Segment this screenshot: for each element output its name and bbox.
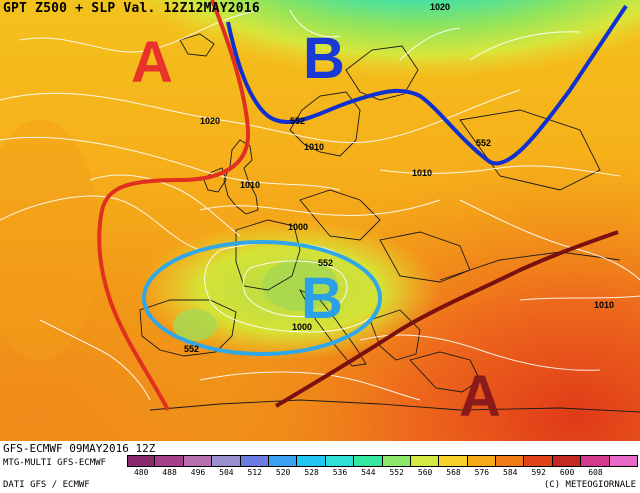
data-credit: DATI GFS / ECMWF	[3, 480, 90, 490]
scale-swatch	[439, 455, 468, 467]
scale-step	[609, 455, 639, 477]
scale-swatch	[127, 455, 156, 467]
scale-label: 536	[332, 468, 348, 477]
scale-swatch	[212, 455, 241, 467]
scale-step: 544	[354, 455, 383, 477]
scale-step: 560	[410, 455, 440, 477]
scale-step: 480	[127, 455, 156, 477]
weather-map: A B B A 1020 1020 1010 1010 1010 1010 10…	[0, 0, 640, 441]
low-label-iberia: B	[301, 266, 343, 331]
scale-label: 512	[247, 468, 262, 477]
footer	[0, 441, 640, 493]
scale-label: 568	[446, 468, 461, 477]
ridge-line-west	[97, 0, 251, 411]
scale-label: 488	[162, 468, 177, 477]
scale-label: 528	[304, 468, 319, 477]
color-scale-legend: 480 488 496 504 512 520 528 536 544 552 560 568 576 5…	[127, 455, 639, 477]
height-label: 552	[318, 258, 333, 268]
scale-step: 512	[240, 455, 269, 477]
scale-step: 568	[439, 455, 468, 477]
scale-step: 576	[467, 455, 497, 477]
isobar-label: 1010	[240, 180, 260, 190]
trough-line-north	[226, 4, 628, 166]
scale-swatch	[496, 455, 525, 467]
scale-step: 552	[382, 455, 411, 477]
scale-swatch	[354, 455, 383, 467]
height-label: 552	[184, 344, 199, 354]
scale-swatch	[240, 455, 269, 467]
map-title: GPT Z500 + SLP Val. 12Z12MAY2016	[3, 1, 260, 16]
scale-label: 608	[588, 468, 603, 477]
scale-step: 528	[297, 455, 326, 477]
scale-swatch	[581, 455, 610, 467]
isobar-label: 1020	[200, 116, 220, 126]
ridge-line-southeast	[274, 230, 619, 408]
scale-label: 544	[361, 468, 376, 477]
height-label: 552	[476, 138, 491, 148]
low-label-north: B	[303, 26, 345, 91]
scale-label: 576	[474, 468, 490, 477]
model-subtitle: MTG-MULTI GFS-ECMWF	[3, 458, 106, 468]
scale-step: 496	[183, 455, 213, 477]
isobar-label: 1000	[288, 222, 308, 232]
scale-swatch	[268, 455, 298, 467]
scale-label: 552	[389, 468, 404, 477]
scale-label: 592	[531, 468, 546, 477]
scale-label: 496	[190, 468, 206, 477]
high-label-southeast: A	[459, 364, 501, 429]
scale-step: 488	[155, 455, 184, 477]
scale-swatch	[155, 455, 184, 467]
scale-swatch	[609, 455, 639, 467]
scale-label: 560	[417, 468, 433, 477]
height-label: 552	[290, 116, 305, 126]
isobar-label: 1010	[412, 168, 432, 178]
scale-swatch	[467, 455, 497, 467]
scale-step: 592	[524, 455, 553, 477]
scale-swatch	[552, 455, 582, 467]
scale-step: 600	[552, 455, 582, 477]
isobar-label: 1010	[304, 142, 324, 152]
isobar-label: 1010	[594, 300, 614, 310]
scale-swatch	[382, 455, 411, 467]
scale-swatch	[325, 455, 355, 467]
copyright-credit: (C) METEOGIORNALE	[543, 480, 636, 490]
scale-step: 584	[496, 455, 525, 477]
scale-step: 520	[268, 455, 298, 477]
scale-step: 536	[325, 455, 355, 477]
isobar-label: 1000	[292, 322, 312, 332]
low-ring-iberia	[142, 240, 382, 356]
isobar-label: 1020	[430, 2, 450, 12]
scale-swatch	[524, 455, 553, 467]
scale-swatch	[297, 455, 326, 467]
scale-label: 584	[503, 468, 518, 477]
scale-label: 504	[219, 468, 234, 477]
scale-step: 504	[212, 455, 241, 477]
model-run-label: GFS-ECMWF 09MAY2016 12Z	[3, 442, 156, 455]
scale-label: 600	[559, 468, 575, 477]
scale-step: 608	[581, 455, 610, 477]
scale-label: 520	[275, 468, 291, 477]
scale-swatch	[410, 455, 440, 467]
high-label-northwest: A	[131, 30, 173, 95]
scale-swatch	[183, 455, 213, 467]
scale-label: 480	[133, 468, 149, 477]
